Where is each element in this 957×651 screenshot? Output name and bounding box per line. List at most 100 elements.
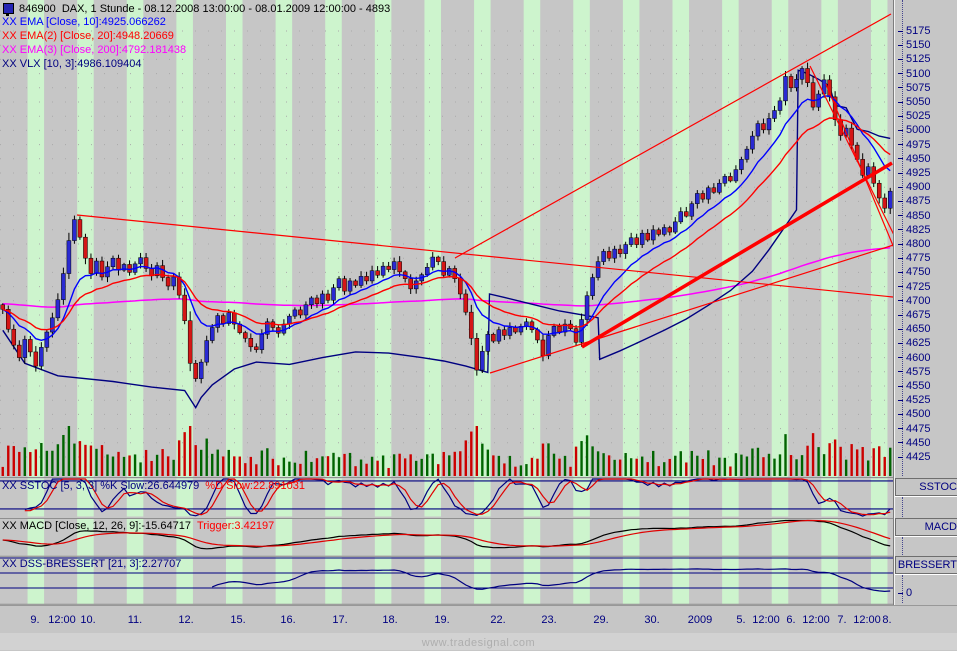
volume-bar <box>111 456 115 476</box>
candle-up <box>739 159 744 170</box>
x-axis-label: 10. <box>80 614 96 626</box>
x-axis-label: 22. <box>490 614 506 626</box>
volume-bar <box>166 456 170 476</box>
volume-bar <box>155 454 159 476</box>
volume-bar <box>646 462 649 476</box>
candle-up <box>154 265 160 277</box>
session-stripe <box>771 478 789 517</box>
candle-up <box>695 193 700 204</box>
volume-bar <box>481 443 484 476</box>
volume-bar <box>839 446 842 476</box>
candle-up <box>309 297 314 306</box>
volume-bar <box>607 455 611 476</box>
candle-up <box>766 118 772 131</box>
candle-up <box>50 317 55 333</box>
session-stripe <box>374 478 392 517</box>
volume-bar <box>762 457 765 476</box>
volume-bar <box>244 463 247 476</box>
y-axis-label: 4675 <box>898 309 930 321</box>
candle-up <box>485 334 491 352</box>
candle-down <box>88 257 94 274</box>
volume-bar <box>822 454 826 476</box>
x-axis-label: 9. <box>30 614 40 626</box>
candle-up <box>661 227 667 235</box>
price-axis-column[interactable]: 5175 5150 5125 5100 5075 5050 5025 5000 4975 4950… <box>893 0 957 632</box>
time-axis[interactable]: 9. 12:00 10. 11. 12. 15. 16. 17. 18. 19. 22. 23. 29.… <box>0 605 957 633</box>
candle-up <box>733 169 739 182</box>
x-axis-label: 16. <box>280 614 296 626</box>
volume-bar <box>690 450 693 476</box>
volume-bar <box>1 466 4 476</box>
volume-bar <box>420 458 423 476</box>
volume-bar <box>618 459 622 476</box>
session-stripe <box>771 519 789 556</box>
y-axis-label: 4450 <box>898 437 930 449</box>
volume-bar <box>34 449 38 476</box>
volume-bar <box>392 454 396 476</box>
y-axis-label: 4775 <box>898 252 930 264</box>
candle-down <box>513 327 518 333</box>
volume-bar <box>293 462 297 476</box>
candle-down <box>474 338 480 371</box>
session-stripe <box>27 557 45 604</box>
volume-bar <box>381 455 385 476</box>
candle-down <box>165 277 171 287</box>
volume-bar <box>403 458 407 476</box>
session-stripe <box>126 519 144 556</box>
candle-up <box>265 321 270 335</box>
x-axis-label: 7. <box>837 614 847 626</box>
candle-down <box>386 265 391 270</box>
candle-down <box>28 339 33 353</box>
volume-bar <box>249 456 253 476</box>
volume-bar <box>315 458 319 476</box>
session-stripe <box>424 0 441 477</box>
legend-item: Trigger:3.42197 <box>196 520 275 532</box>
volume-bar <box>718 457 721 476</box>
volume-bar <box>7 445 10 476</box>
candle-up <box>424 267 430 275</box>
volume-bar <box>795 459 798 476</box>
volume-bar <box>872 448 875 476</box>
candle-up <box>66 240 72 274</box>
chart-area[interactable]: 846900 DAX, 1 Stunde - 08.12.2008 13:00:… <box>0 0 893 632</box>
y-axis-label: 4650 <box>898 323 930 335</box>
legend-item: XX MACD [Close, 12, 26, 9]:-15.64717 <box>2 520 191 532</box>
axis-dotted-line <box>902 575 903 603</box>
session-stripe <box>821 519 838 556</box>
session-stripe <box>325 557 342 604</box>
candle-down <box>606 251 612 259</box>
volume-bar <box>426 454 429 476</box>
candle-down <box>645 232 650 241</box>
x-axis-label: 5. <box>736 614 746 626</box>
x-axis-label: 29. <box>593 614 609 626</box>
x-axis-label: 30. <box>644 614 660 626</box>
candle-down <box>11 328 17 346</box>
y-axis-label: 4625 <box>898 337 930 349</box>
volume-bar <box>514 466 517 476</box>
volume-bar <box>883 456 886 476</box>
y-axis-label: 5175 <box>898 25 930 37</box>
y-axis-label: 5025 <box>898 110 930 122</box>
candle-down <box>711 187 717 193</box>
candle-down <box>182 294 187 321</box>
candle-up <box>639 232 645 245</box>
volume-bar <box>89 445 93 476</box>
candle-up <box>496 329 502 342</box>
y-axis-label: 4550 <box>898 380 930 392</box>
candle-up <box>562 323 568 333</box>
session-stripe <box>771 557 789 604</box>
volume-bar <box>277 465 280 476</box>
candle-up <box>39 347 44 367</box>
volume-bar <box>95 448 98 476</box>
candle-up <box>320 293 325 304</box>
volume-bar <box>409 454 412 476</box>
volume-bar <box>602 453 605 476</box>
volume-bar <box>596 451 600 476</box>
candle-down <box>557 326 562 333</box>
session-stripe <box>573 478 590 517</box>
y-axis-label: 5150 <box>898 39 930 51</box>
candle-up <box>706 187 711 200</box>
legend-item: XX DSS-BRESSERT [21, 3]:2.27707 <box>2 558 182 570</box>
session-stripe <box>424 519 441 556</box>
session-stripe <box>275 557 293 604</box>
